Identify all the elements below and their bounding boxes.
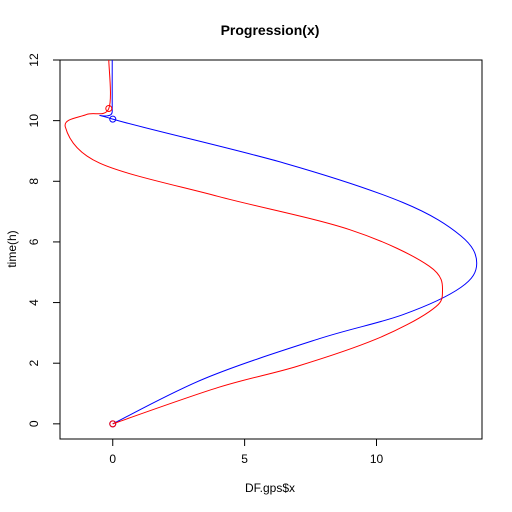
series-marker-2 (109, 420, 117, 428)
x-tick-label: 0 (109, 452, 116, 466)
x-axis: 0 5 10 (109, 438, 384, 466)
y-tick-label: 6 (27, 238, 41, 245)
series-line-2 (64, 59, 444, 425)
y-axis-title: time(h) (5, 230, 19, 267)
series-line-1 (99, 59, 478, 425)
x-axis-title: DF.gps$x (245, 481, 295, 495)
y-tick-label: 8 (27, 178, 41, 185)
x-tick-label: 5 (241, 452, 248, 466)
x-tick-label: 10 (370, 452, 384, 466)
chart-title: Progression(x) (221, 22, 320, 38)
series-marker-2 (105, 105, 113, 113)
y-tick-label: 0 (27, 420, 41, 427)
plot-frame (59, 59, 483, 440)
y-tick-label: 4 (27, 299, 41, 306)
y-tick-label: 12 (27, 53, 41, 67)
series-marker-1 (109, 115, 117, 123)
series-layer (64, 59, 478, 428)
y-tick-label: 10 (27, 114, 41, 128)
y-tick-label: 2 (27, 360, 41, 367)
y-axis: 0 2 4 6 8 10 12 (27, 53, 61, 427)
